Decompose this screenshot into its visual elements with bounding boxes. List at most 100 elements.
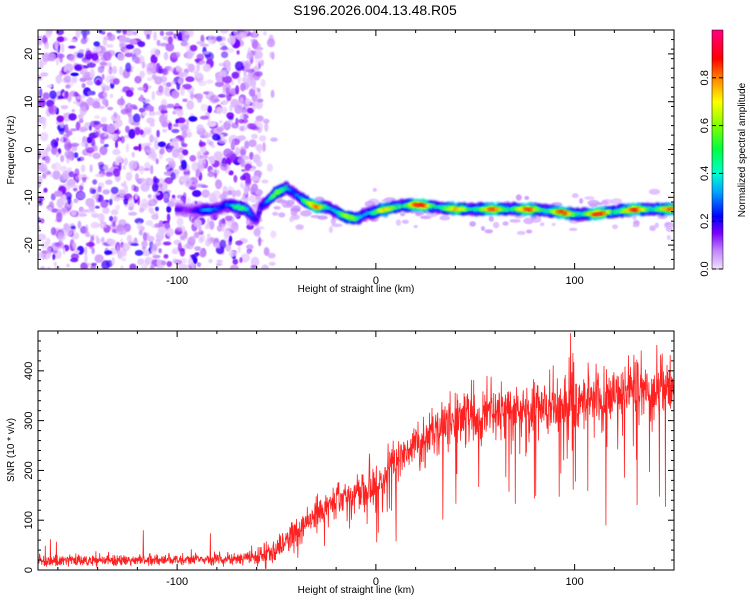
noise-blob	[64, 90, 69, 98]
noise-blob	[251, 133, 258, 140]
noise-blob	[95, 173, 105, 178]
noise-blob	[153, 140, 160, 150]
noise-blob	[237, 135, 246, 141]
noise-blob	[89, 68, 95, 79]
signal-track-segment	[308, 202, 313, 205]
noise-blob	[151, 90, 155, 101]
signal-track-segment	[236, 205, 241, 208]
noise-blob	[196, 262, 202, 268]
noise-blob	[146, 34, 151, 40]
noise-blob	[252, 30, 258, 38]
noise-blob	[186, 100, 195, 110]
noise-blob	[80, 37, 88, 45]
noise-blob	[167, 213, 171, 223]
noise-blob	[71, 76, 78, 84]
noise-blob	[99, 61, 108, 67]
noise-blob	[91, 100, 101, 109]
colorbar-label: Normalized spectral amplitude	[737, 82, 748, 217]
noise-blob	[509, 219, 521, 223]
noise-blob	[246, 244, 254, 250]
noise-blob	[185, 50, 194, 60]
noise-blob	[231, 189, 237, 198]
noise-blob	[204, 223, 210, 230]
noise-blob	[151, 243, 158, 252]
noise-blob	[90, 137, 95, 147]
noise-blob	[75, 121, 81, 131]
noise-blob	[78, 184, 84, 192]
noise-blob	[92, 152, 101, 159]
noise-blob	[176, 217, 184, 226]
noise-blob	[202, 156, 207, 164]
noise-blob	[72, 187, 78, 192]
noise-blob	[60, 228, 64, 234]
noise-blob	[84, 253, 88, 264]
noise-blobs	[38, 30, 674, 269]
noise-blob	[56, 115, 64, 123]
noise-blob	[44, 32, 52, 39]
noise-blob	[243, 60, 252, 70]
noise-blob	[233, 174, 238, 183]
noise-blob	[137, 87, 146, 91]
noise-blob	[171, 90, 180, 99]
noise-blob	[255, 115, 264, 122]
noise-blob	[103, 164, 109, 171]
noise-blob	[100, 116, 107, 123]
signal-track-segment	[212, 209, 217, 212]
noise-blob	[219, 239, 227, 249]
noise-blob	[131, 184, 135, 191]
noise-blob	[165, 145, 175, 150]
noise-blob	[68, 45, 76, 49]
x-tick-label: 0	[373, 275, 379, 287]
noise-blob	[502, 221, 509, 226]
noise-blob	[469, 221, 476, 227]
noise-blob	[125, 90, 134, 97]
noise-blob	[113, 161, 119, 166]
noise-blob	[240, 126, 245, 132]
noise-blob	[665, 226, 673, 233]
noise-blob	[122, 30, 127, 35]
noise-blob	[208, 39, 216, 45]
noise-blob	[173, 108, 182, 114]
colorbar-frame	[711, 29, 724, 270]
noise-blob	[201, 185, 209, 188]
noise-blob	[70, 257, 79, 263]
noise-blob	[151, 182, 159, 192]
noise-blob	[198, 226, 202, 233]
noise-blob	[178, 263, 188, 269]
signal-track-segment	[291, 191, 297, 194]
noise-blob	[610, 198, 623, 205]
noise-blob	[55, 74, 62, 84]
noise-blob	[235, 117, 239, 125]
noise-blob	[90, 262, 97, 267]
noise-blob	[290, 210, 298, 216]
noise-blob	[95, 79, 101, 85]
noise-blob	[145, 105, 155, 112]
noise-blob	[151, 213, 159, 220]
noise-blob	[240, 149, 246, 156]
noise-blob	[241, 168, 246, 172]
noise-blob	[251, 101, 257, 108]
noise-blob	[205, 239, 211, 247]
noise-blob	[101, 65, 105, 69]
noise-blob	[170, 51, 180, 59]
noise-blob	[263, 31, 267, 36]
noise-blob	[85, 224, 89, 234]
noise-blob	[123, 198, 129, 205]
noise-blob	[515, 194, 522, 201]
noise-blob	[109, 215, 114, 222]
noise-blob	[74, 168, 80, 177]
noise-blob	[242, 109, 248, 113]
noise-blob	[102, 189, 111, 195]
noise-blob	[83, 209, 90, 213]
noise-blob	[90, 221, 100, 229]
noise-blob	[175, 118, 179, 124]
noise-blob	[110, 209, 119, 216]
noise-blob	[179, 235, 185, 241]
noise-blob	[99, 145, 108, 156]
noise-blob	[131, 151, 135, 158]
noise-blob	[230, 80, 235, 85]
noise-blob	[64, 149, 74, 159]
noise-blob	[43, 187, 48, 193]
noise-blob	[255, 195, 261, 201]
noise-blob	[110, 186, 119, 195]
